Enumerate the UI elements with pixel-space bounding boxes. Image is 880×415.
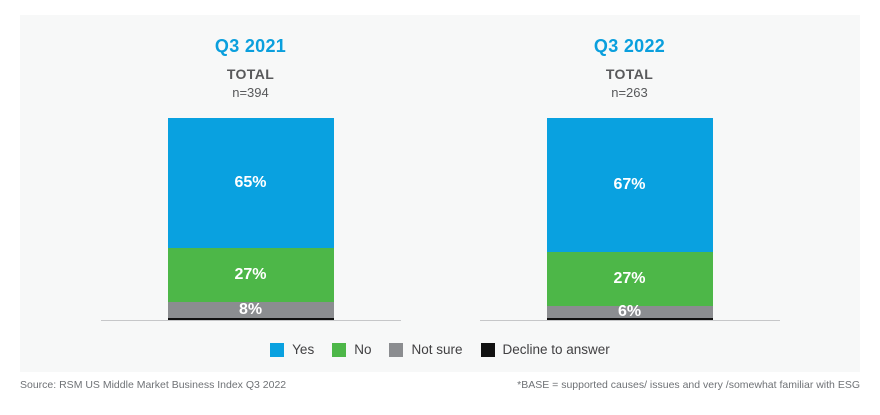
legend-label: Yes — [292, 342, 315, 357]
bar-segment-not_sure: 6% — [546, 303, 713, 320]
legend-item-not_sure: Not sure — [389, 342, 463, 357]
chart-group-q3-2021: Q3 2021 TOTAL n=394 65% 27% 8% — [100, 36, 401, 321]
legend-label: No — [354, 342, 372, 357]
base-note: *BASE = supported causes/ issues and ver… — [517, 379, 860, 391]
bar-segment-value: 6% — [617, 303, 642, 320]
bar-segment-value: 27% — [613, 270, 646, 287]
legend-swatch-icon — [480, 342, 495, 357]
legend-swatch-icon — [270, 342, 285, 357]
stacked-bar-q3-2022: 67% 27% 6% — [546, 118, 713, 320]
legend-swatch-icon — [332, 342, 347, 357]
legend-label: Decline to answer — [502, 342, 610, 357]
bar-segment-yes: 65% — [167, 118, 334, 248]
bar-segment-decline — [167, 318, 334, 320]
legend-swatch-icon — [389, 342, 404, 357]
axis-line — [479, 320, 780, 321]
bar-segment-yes: 67% — [546, 118, 713, 252]
chart-panel: Q3 2021 TOTAL n=394 65% 27% 8% Q3 2022 TOT… — [20, 15, 860, 372]
axis-line — [100, 320, 401, 321]
charts-row: Q3 2021 TOTAL n=394 65% 27% 8% Q3 2022 TOT… — [20, 15, 860, 321]
bar-segment-no: 27% — [546, 252, 713, 306]
bar-segment-value: 67% — [613, 176, 646, 193]
chart-subtitle: TOTAL — [605, 66, 654, 82]
bar-segment-no: 27% — [167, 248, 334, 302]
chart-title: Q3 2022 — [593, 36, 666, 56]
stacked-bar-q3-2021: 65% 27% 8% — [167, 118, 334, 320]
bar-segment-value: 8% — [238, 301, 263, 318]
footer: Source: RSM US Middle Market Business In… — [20, 379, 860, 391]
legend-item-decline: Decline to answer — [480, 342, 610, 357]
bar-segment-value: 27% — [234, 266, 267, 283]
chart-title: Q3 2021 — [214, 36, 287, 56]
bar-segment-decline — [546, 318, 713, 320]
legend-label: Not sure — [411, 342, 463, 357]
sample-size-label: n=394 — [232, 85, 269, 100]
chart-group-q3-2022: Q3 2022 TOTAL n=263 67% 27% 6% — [479, 36, 780, 321]
legend-item-no: No — [332, 342, 371, 357]
bar-segment-not_sure: 8% — [167, 301, 334, 318]
bar-segment-value: 65% — [234, 174, 267, 191]
source-note: Source: RSM US Middle Market Business In… — [20, 379, 287, 391]
legend-item-yes: Yes — [270, 342, 314, 357]
chart-subtitle: TOTAL — [226, 66, 275, 82]
legend: Yes No Not sure Decline to answer — [20, 342, 860, 357]
sample-size-label: n=263 — [611, 85, 648, 100]
